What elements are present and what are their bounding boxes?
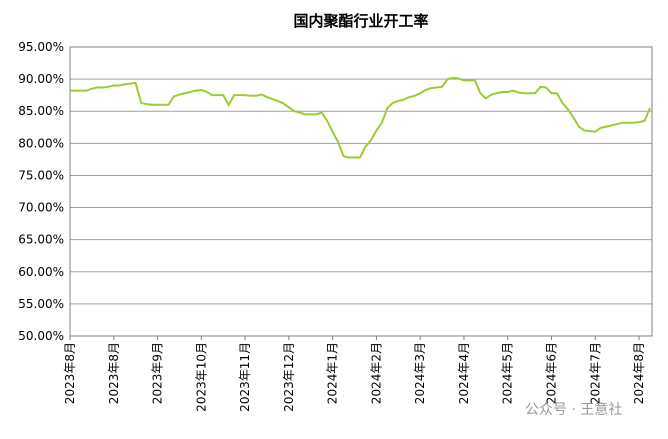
x-tick-label: 2024年3月 <box>413 342 427 404</box>
x-tick-label: 2024年6月 <box>545 342 559 404</box>
x-tick-label: 2023年12月 <box>282 342 296 412</box>
y-tick-label: 70.00% <box>18 201 64 215</box>
x-tick-label: 2023年9月 <box>151 342 165 404</box>
y-tick-label: 50.00% <box>18 329 64 343</box>
x-tick-label: 2023年10月 <box>194 342 208 412</box>
x-tick-label: 2023年8月 <box>63 342 77 404</box>
data-line <box>70 76 651 159</box>
x-tick-label: 2023年11月 <box>238 342 252 412</box>
watermark: 公众号 · 王意社 <box>525 401 622 418</box>
plot-border <box>69 46 653 337</box>
y-tick-label: 95.00% <box>18 40 64 54</box>
y-tick-label: 55.00% <box>18 297 64 311</box>
x-tick-label: 2023年8月 <box>107 342 121 404</box>
y-tick-label: 85.00% <box>18 104 64 118</box>
x-tick-label: 2024年4月 <box>457 342 471 404</box>
y-tick-label: 65.00% <box>18 233 64 247</box>
x-tick-label: 2024年2月 <box>369 342 383 404</box>
x-tick-label: 2024年5月 <box>501 342 515 404</box>
x-tick-label: 2024年7月 <box>588 342 602 404</box>
chart-title: 国内聚酯行业开工率 <box>293 12 428 30</box>
y-tick-label: 60.00% <box>18 265 64 279</box>
y-tick-label: 75.00% <box>18 168 64 182</box>
x-tick-label: 2024年1月 <box>326 342 340 404</box>
y-tick-label: 80.00% <box>18 136 64 150</box>
y-tick-label: 90.00% <box>18 72 64 86</box>
x-tick-label: 2024年8月 <box>632 342 646 404</box>
